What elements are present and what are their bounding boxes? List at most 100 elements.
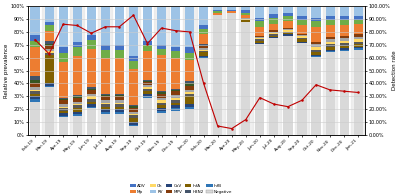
Positive rate (229, 127, 234, 130)
Bar (73, 102, 82, 104)
Bar (284, 30, 292, 32)
Positive rate (271, 103, 276, 105)
Bar (59, 111, 68, 113)
Bar (73, 95, 82, 96)
Bar (115, 103, 124, 104)
Bar (199, 51, 208, 52)
Bar (115, 114, 124, 135)
Bar (45, 44, 54, 46)
Bar (143, 82, 152, 85)
Bar (129, 105, 138, 106)
Bar (269, 14, 278, 18)
Bar (143, 96, 152, 98)
Bar (30, 99, 40, 102)
Bar (45, 22, 54, 25)
Bar (115, 6, 124, 45)
Bar (115, 100, 124, 103)
Bar (340, 20, 349, 25)
Bar (255, 22, 264, 27)
Bar (227, 11, 236, 13)
Bar (45, 87, 54, 135)
Bar (101, 107, 110, 109)
Bar (157, 98, 166, 100)
Bar (30, 80, 40, 83)
Bar (129, 106, 138, 108)
Bar (340, 35, 349, 38)
Bar (312, 52, 321, 55)
Line: Positive rate: Positive rate (34, 14, 359, 130)
Bar (30, 34, 40, 41)
Bar (241, 13, 250, 15)
Bar (157, 113, 166, 135)
Bar (171, 51, 180, 58)
Bar (59, 98, 68, 99)
Bar (45, 25, 54, 31)
Bar (101, 104, 110, 107)
Bar (269, 35, 278, 37)
Bar (269, 24, 278, 30)
Bar (340, 38, 349, 41)
Bar (59, 62, 68, 98)
Bar (129, 125, 138, 126)
Bar (185, 86, 194, 90)
Bar (143, 51, 152, 80)
Bar (101, 100, 110, 103)
Positive rate (89, 32, 94, 34)
Bar (354, 44, 363, 47)
Bar (284, 29, 292, 30)
Bar (129, 6, 138, 56)
Bar (354, 6, 363, 16)
Bar (87, 108, 96, 135)
Positive rate (215, 125, 220, 127)
Bar (326, 44, 335, 47)
Bar (129, 115, 138, 118)
Positive rate (243, 118, 248, 121)
Bar (45, 83, 54, 86)
Bar (45, 51, 54, 53)
Bar (115, 58, 124, 94)
Bar (143, 87, 152, 89)
Bar (199, 34, 208, 44)
Bar (171, 95, 180, 98)
Bar (312, 42, 321, 44)
Bar (73, 116, 82, 135)
Bar (129, 114, 138, 115)
Bar (171, 108, 180, 111)
Bar (157, 108, 166, 111)
Bar (73, 108, 82, 112)
Bar (326, 25, 335, 37)
Bar (129, 126, 138, 135)
Bar (171, 111, 180, 135)
Bar (340, 25, 349, 35)
Bar (326, 47, 335, 50)
Bar (59, 47, 68, 53)
Bar (129, 61, 138, 69)
Bar (326, 50, 335, 51)
Bar (185, 60, 194, 81)
Bar (143, 6, 152, 41)
Bar (326, 6, 335, 16)
Positive rate (187, 31, 192, 33)
Bar (323, 6, 337, 135)
Bar (312, 57, 321, 135)
Bar (157, 111, 166, 113)
Bar (171, 103, 180, 105)
Bar (284, 28, 292, 29)
Bar (312, 44, 321, 47)
Bar (354, 42, 363, 44)
Bar (255, 35, 264, 37)
Y-axis label: Detection rate: Detection rate (392, 51, 397, 90)
Bar (354, 16, 363, 20)
Bar (143, 89, 152, 91)
Bar (73, 6, 82, 42)
Bar (241, 20, 250, 22)
Bar (312, 50, 321, 52)
Positive rate (75, 24, 80, 27)
Bar (87, 96, 96, 99)
Bar (157, 103, 166, 105)
Bar (59, 113, 68, 116)
Bar (199, 6, 208, 25)
Bar (199, 46, 208, 48)
Bar (340, 16, 349, 20)
Bar (284, 33, 292, 34)
